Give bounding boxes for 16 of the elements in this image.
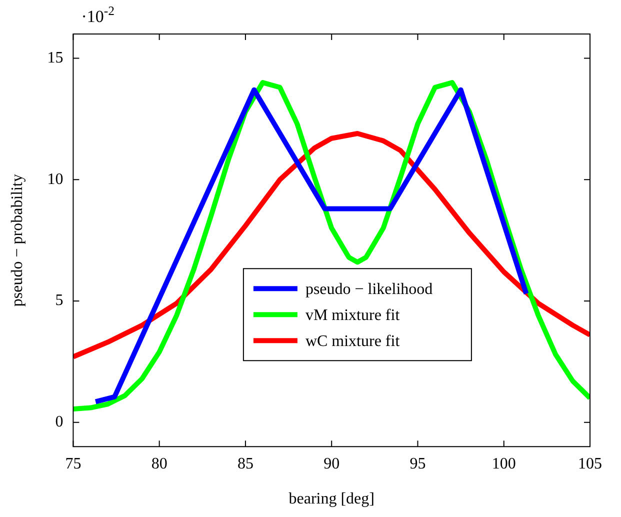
x-tick-label: 90 — [324, 455, 340, 472]
legend-label: pseudo − likelihood — [305, 280, 433, 298]
y-tick-label: 5 — [55, 292, 64, 310]
x-tick-label: 85 — [237, 455, 254, 472]
x-tick-label: 75 — [65, 455, 82, 472]
legend-label: wC mixture fit — [305, 332, 400, 350]
y-tick-label: 15 — [47, 49, 64, 66]
x-tick-label: 95 — [410, 455, 426, 472]
y-tick-label: 0 — [55, 414, 64, 431]
x-tick-label: 80 — [151, 455, 168, 472]
x-tick-label: 100 — [492, 455, 516, 472]
y-axis-title: pseudo − probability — [8, 174, 26, 307]
legend-label: vM mixture fit — [305, 306, 400, 324]
x-tick-label: 105 — [578, 455, 602, 472]
x-axis-title: bearing [deg] — [288, 490, 374, 508]
y-tick-label: 10 — [47, 170, 64, 188]
